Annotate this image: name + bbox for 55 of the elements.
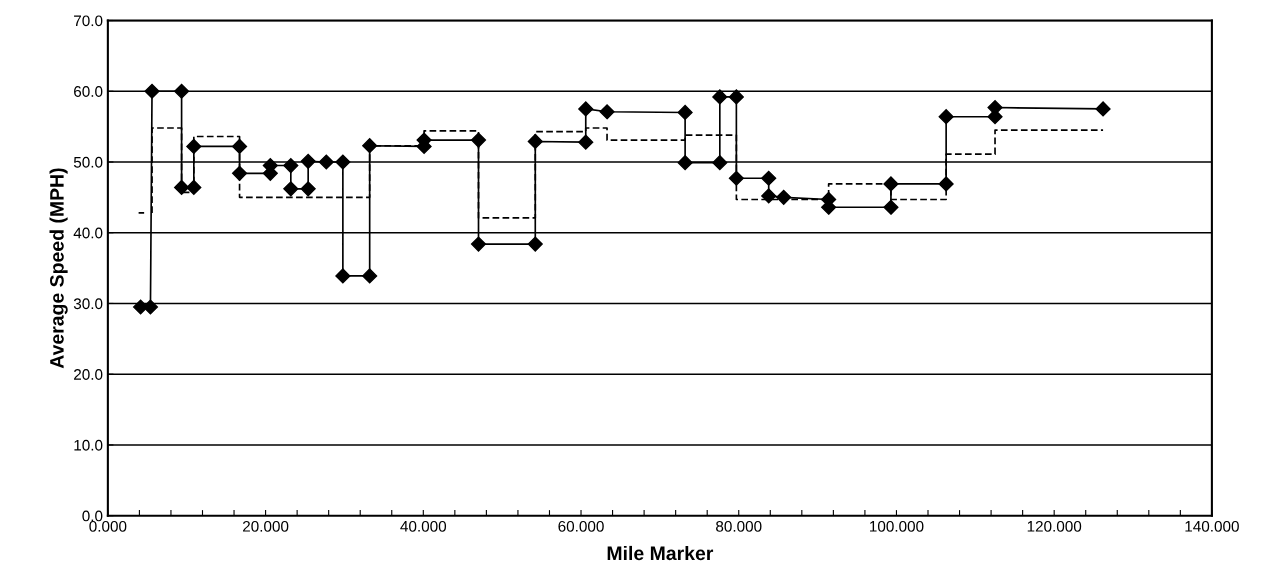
x-tick-label: 80.000: [716, 520, 762, 532]
y-tick-label: 70.0: [74, 15, 103, 27]
point: [599, 104, 615, 120]
point: [231, 165, 248, 181]
point: [728, 89, 744, 105]
point: [186, 179, 202, 196]
y-tick-label: 10.0: [74, 439, 103, 451]
x-tick-label: 0.000: [89, 520, 127, 532]
point: [283, 181, 299, 197]
point: [144, 83, 160, 99]
point: [728, 170, 744, 186]
point: [470, 236, 487, 252]
y-tick-label: 60.0: [74, 86, 103, 97]
point: [883, 199, 899, 215]
x-tick-label: 100.000: [870, 520, 924, 532]
x-tick-label: 60.000: [558, 520, 604, 532]
point: [578, 101, 594, 117]
x-axis-title: Mile Marker: [607, 545, 714, 561]
point: [335, 154, 351, 170]
point: [300, 181, 316, 197]
point: [527, 236, 543, 252]
point: [677, 155, 693, 171]
y-axis-title: Average Speed (MPH): [49, 168, 68, 369]
y-tick-label: 30.0: [73, 298, 103, 310]
x-tick-label: 120.000: [1027, 520, 1082, 532]
x-tick-label: 20.000: [242, 520, 289, 532]
point: [761, 188, 777, 204]
point: [527, 133, 543, 150]
point: [362, 138, 378, 154]
point: [712, 89, 728, 105]
point: [362, 268, 378, 284]
point: [578, 134, 594, 150]
point: [761, 170, 777, 186]
point: [938, 176, 954, 192]
y-tick-label: 40.0: [73, 227, 103, 239]
point: [231, 138, 248, 154]
y-tick-label: 50.0: [73, 156, 103, 168]
point: [883, 176, 899, 192]
point: [283, 157, 299, 174]
point: [186, 138, 202, 154]
point: [938, 109, 954, 125]
point: [677, 104, 693, 121]
point: [174, 83, 190, 99]
point: [712, 155, 728, 171]
point: [470, 132, 487, 148]
x-tick-label: 140.000: [1185, 520, 1239, 532]
point: [776, 189, 792, 205]
point: [318, 154, 334, 170]
point: [1095, 101, 1111, 117]
point: [300, 153, 316, 169]
y-tick-label: 20.0: [74, 369, 103, 380]
point: [335, 268, 351, 284]
y-tick-label: 0.0: [82, 510, 103, 522]
point: [174, 179, 190, 196]
x-tick-label: 40.000: [400, 520, 447, 532]
